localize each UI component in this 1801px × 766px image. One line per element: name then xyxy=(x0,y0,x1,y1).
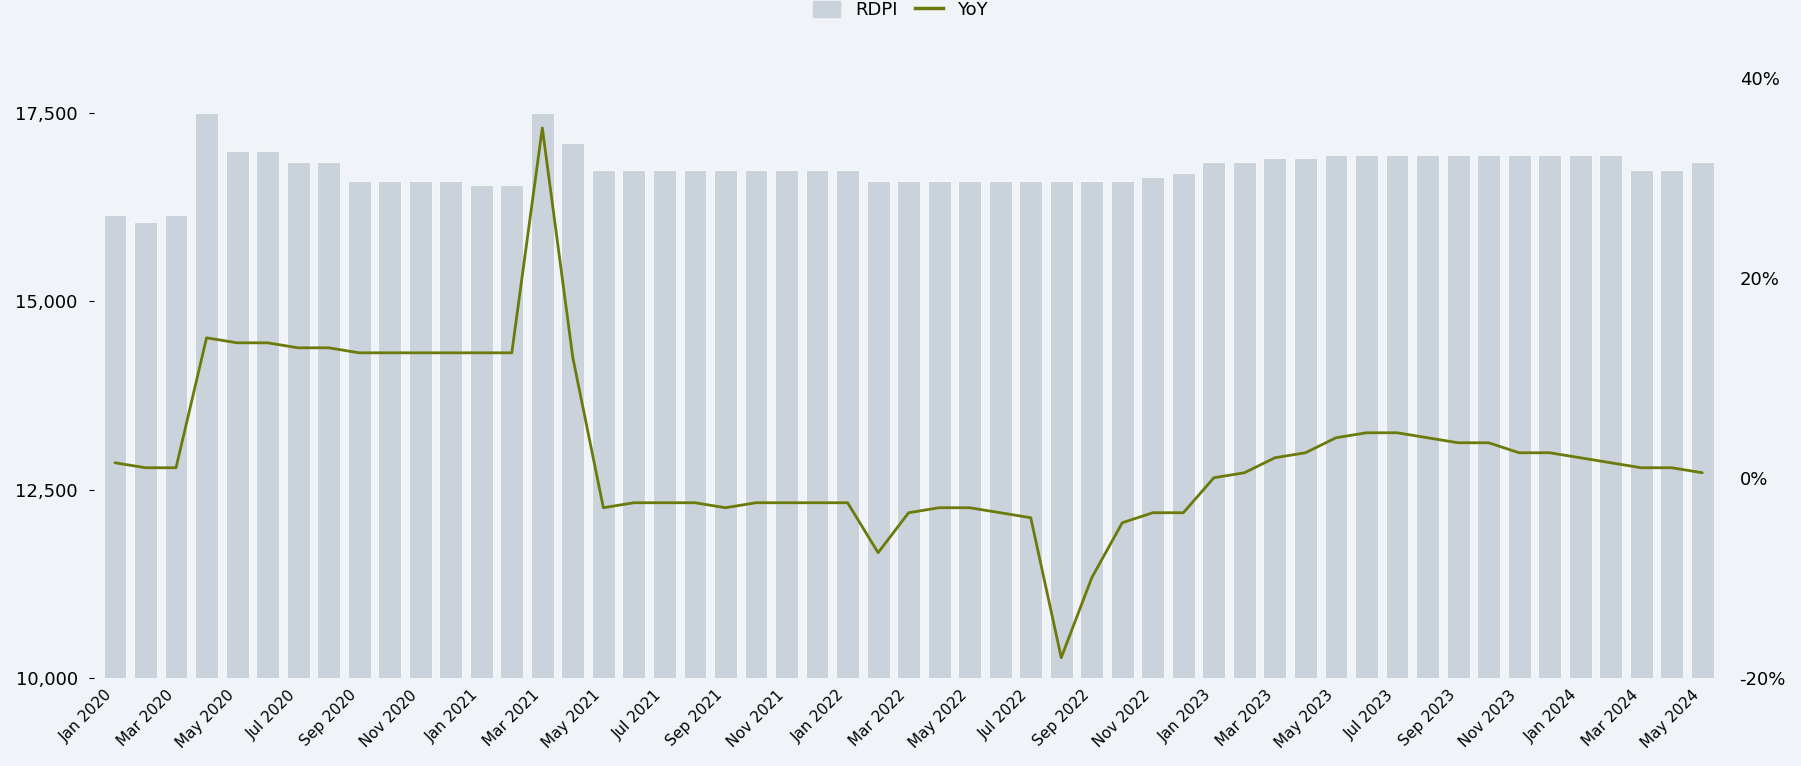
Bar xyxy=(470,185,493,678)
Bar xyxy=(103,214,126,678)
Bar xyxy=(378,181,402,678)
Bar xyxy=(958,181,982,678)
Bar xyxy=(1203,162,1225,678)
Bar xyxy=(1599,155,1623,678)
Bar xyxy=(1569,155,1592,678)
Bar xyxy=(1264,159,1286,678)
Bar xyxy=(1019,181,1043,678)
Bar xyxy=(1661,170,1684,678)
Bar xyxy=(684,170,706,678)
Bar xyxy=(1630,170,1653,678)
Bar xyxy=(562,143,584,678)
Bar xyxy=(164,214,187,678)
Bar xyxy=(713,170,737,678)
Legend: RDPI, YoY: RDPI, YoY xyxy=(807,0,994,26)
Bar xyxy=(439,181,463,678)
Bar xyxy=(1172,173,1194,678)
Bar xyxy=(348,181,371,678)
Bar xyxy=(623,170,645,678)
Bar xyxy=(1691,162,1715,678)
Bar xyxy=(593,170,614,678)
Bar xyxy=(1416,155,1439,678)
Bar xyxy=(805,170,828,678)
Bar xyxy=(256,151,279,678)
Bar xyxy=(531,113,553,678)
Bar xyxy=(1354,155,1378,678)
Bar xyxy=(1324,155,1347,678)
Bar xyxy=(897,181,920,678)
Bar xyxy=(286,162,310,678)
Bar xyxy=(317,162,340,678)
Bar xyxy=(1142,177,1163,678)
Bar xyxy=(1446,155,1470,678)
Bar xyxy=(1111,181,1135,678)
Bar xyxy=(866,181,890,678)
Bar xyxy=(409,181,432,678)
Bar xyxy=(195,113,218,678)
Bar xyxy=(1385,155,1408,678)
Bar xyxy=(744,170,767,678)
Bar xyxy=(501,185,524,678)
Bar xyxy=(836,170,859,678)
Bar xyxy=(1477,155,1500,678)
Bar xyxy=(1081,181,1104,678)
Bar xyxy=(225,151,249,678)
Bar xyxy=(1507,155,1531,678)
Bar xyxy=(133,222,157,678)
Bar xyxy=(989,181,1012,678)
Bar xyxy=(928,181,951,678)
Bar xyxy=(1293,159,1317,678)
Bar xyxy=(774,170,798,678)
Bar xyxy=(1234,162,1255,678)
Bar xyxy=(1538,155,1561,678)
Bar xyxy=(654,170,675,678)
Bar xyxy=(1050,181,1073,678)
